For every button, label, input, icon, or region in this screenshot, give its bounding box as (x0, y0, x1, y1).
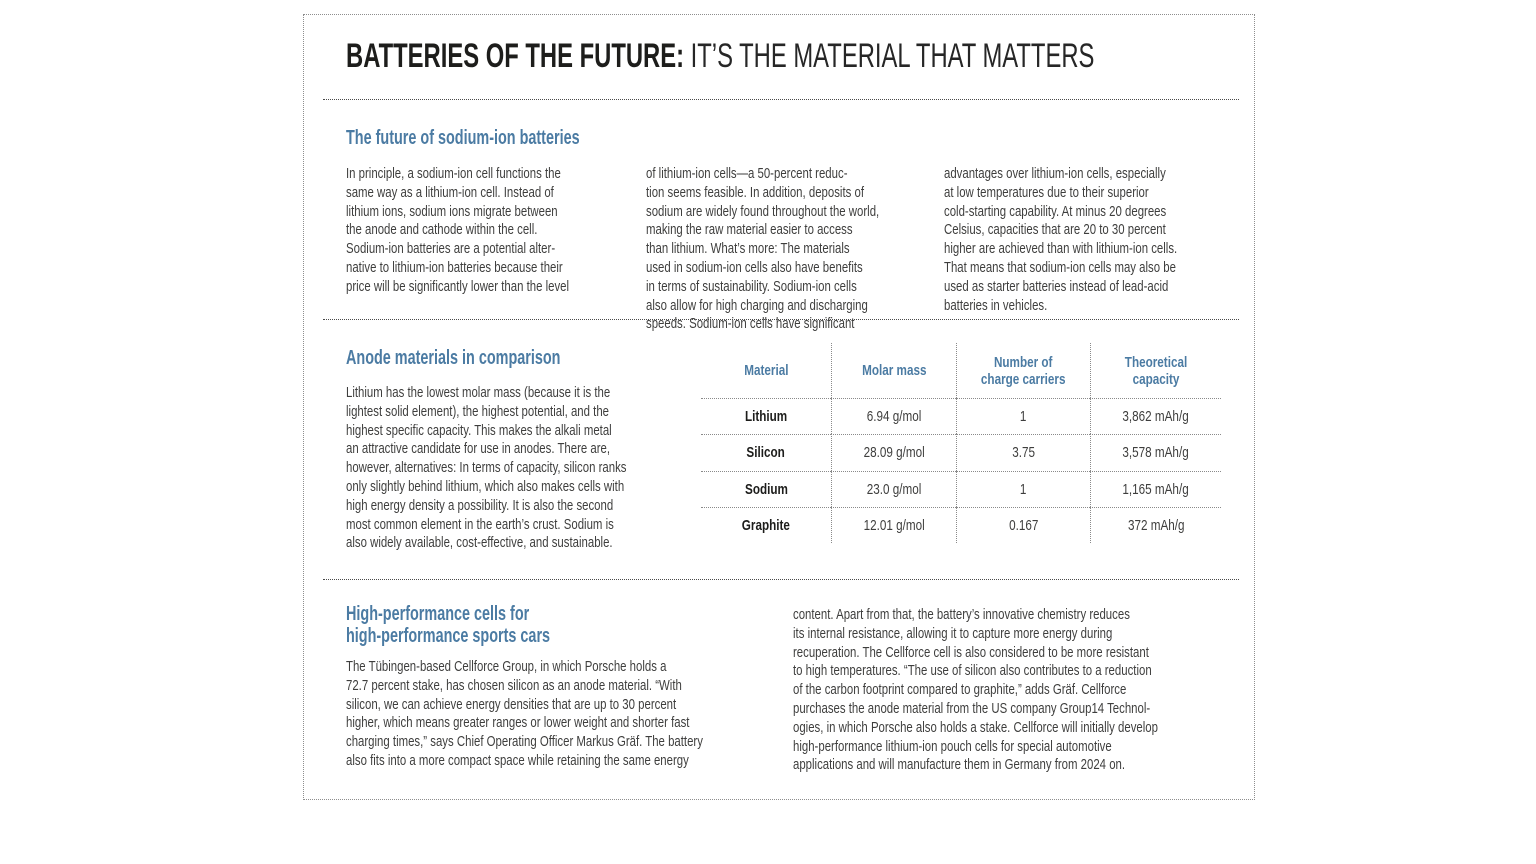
table-cell-capacity: 372 mAh/g (1090, 506, 1221, 543)
table-cell-capacity: 1,165 mAh/g (1090, 470, 1221, 507)
table-cell-molar-mass: 12.01 g/mol (831, 506, 956, 543)
page-title-bold: BATTERIES OF THE FUTURE: (346, 37, 685, 75)
sodium-paragraph-col1: In principle, a sodium-ion cell function… (346, 165, 570, 295)
dotted-divider-bottom (323, 579, 1239, 580)
table-cell-molar-mass: 6.94 g/mol (831, 398, 956, 435)
table-cell-charge-carriers: 0.167 (956, 506, 1090, 543)
table-cell-material: Sodium (701, 470, 831, 507)
table-cell-material: Graphite (701, 506, 831, 543)
dotted-divider-middle (323, 319, 1239, 320)
anode-paragraph: Lithium has the lowest molar mass (becau… (346, 384, 627, 552)
cellforce-paragraph-col2: content. Apart from that, the battery’s … (793, 606, 1158, 774)
table-header-molar-mass: Molar mass (831, 343, 956, 398)
table-cell-molar-mass: 23.0 g/mol (831, 470, 956, 507)
dotted-divider-top (323, 99, 1239, 100)
page-title-regular: IT’S THE MATERIAL THAT MATTERS (684, 37, 1095, 75)
table-cell-material: Lithium (701, 398, 831, 434)
table-cell-charge-carriers: 3.75 (956, 434, 1090, 471)
sodium-section-heading: The future of sodium-ion batteries (346, 127, 580, 149)
table-header-capacity: Theoretical capacity (1090, 343, 1221, 398)
table-cell-molar-mass: 28.09 g/mol (831, 434, 956, 471)
sodium-paragraph-col3: advantages over lithium-ion cells, espec… (944, 165, 1178, 314)
anode-table: Material Molar mass Number of charge car… (701, 343, 1221, 543)
page-frame: BATTERIES OF THE FUTURE: IT’S THE MATERI… (303, 14, 1255, 800)
table-cell-charge-carriers: 1 (956, 398, 1090, 435)
anode-section-heading: Anode materials in comparison (346, 347, 561, 369)
table-cell-capacity: 3,862 mAh/g (1090, 398, 1221, 435)
page-title: BATTERIES OF THE FUTURE: IT’S THE MATERI… (346, 37, 1094, 75)
table-header-material: Material (743, 362, 789, 379)
sodium-paragraph-col2: of lithium-ion cells—a 50-percent reduc-… (646, 165, 880, 333)
table-header-charge-carriers: Number of charge carriers (956, 343, 1090, 398)
table-cell-charge-carriers: 1 (956, 470, 1090, 507)
cellforce-paragraph-col1: The Tübingen-based Cellforce Group, in w… (346, 658, 703, 769)
table-cell-capacity: 3,578 mAh/g (1090, 434, 1221, 471)
table-cell-material: Silicon (701, 434, 831, 470)
cellforce-section-heading: High-performance cells for high-performa… (346, 603, 551, 647)
